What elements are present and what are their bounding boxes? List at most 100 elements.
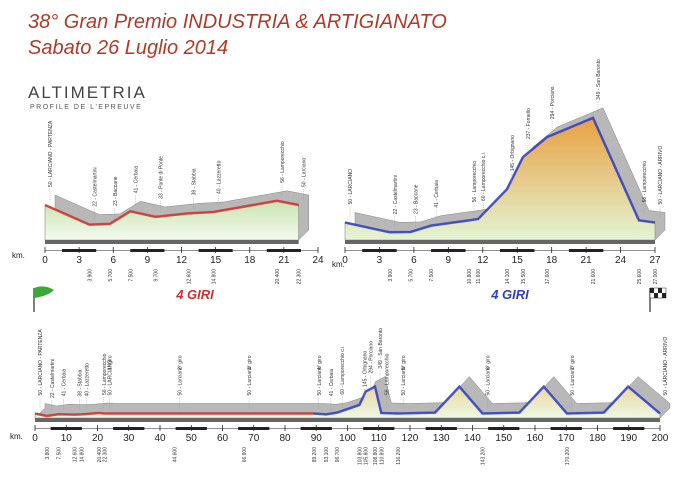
waypoint-label: 50 - Larciano [401,366,407,395]
distance-label: 15.500 [521,269,527,285]
distance-label: 25.600 [637,269,643,285]
distance-label: 7.500 [56,447,62,460]
section-title: ALTIMETRIA [28,83,147,102]
waypoint-label: 50 - Larciano [570,366,576,395]
waypoint-label: 50 - LARCIANO - ARRIVO [663,336,669,395]
lap-label: 6° giro [486,355,492,370]
x-tick-label: 60 [217,433,229,444]
waypoint-label: 38 - Stabbia [77,369,83,396]
distance-label: 20.400 [275,269,281,285]
x-tick-label: 24 [615,255,627,266]
x-tick-label: 18 [546,255,558,266]
x-tick-label: 15 [512,255,524,266]
distance-label: 108.800 [373,447,379,465]
x-tick-label: 150 [495,433,512,444]
section-subtitle: PROFILE DE L'EPREUVE [30,104,142,111]
x-tick-label: 80 [279,433,291,444]
x-axis-label: km. [10,432,23,441]
waypoint-label: 56 - Lamporecchio [102,353,108,395]
distance-label: 14.800 [211,269,217,285]
waypoint-label: 349 - San Baronto [378,328,384,369]
distance-label: 3.800 [45,447,51,460]
lap-label: 3° giro [247,355,253,370]
x-tick-label: 24 [312,255,324,266]
distance-label: 9.700 [153,269,159,282]
waypoint-label: 145 - Orbignano [510,135,516,171]
waypoint-label: 56 - Lamporecchio [472,161,478,203]
distance-label: 20.400 [97,447,103,463]
x-tick-label: 190 [620,433,637,444]
x-tick-label: 200 [652,433,669,444]
waypoint-label: 56 - Lamporecchio [642,161,648,203]
x-axis-label: km. [12,251,25,260]
lap-label: 2° giro [177,355,183,370]
waypoint-label: 50 - LARCIANO - ARRIVO [658,145,664,204]
waypoint-label: 41 - Cerbaia [434,180,440,208]
x-tick-label: 0 [342,255,348,266]
waypoint-label: 50 - LARCIANO - PARTENZA [38,329,44,396]
waypoint-label: 23 - Baccane [413,184,419,214]
x-tick-label: 6 [110,255,116,266]
distance-label: 7.500 [128,269,134,282]
waypoint-label: 22 - Castelmartini [393,175,399,214]
distance-label: 3.900 [87,269,93,282]
distance-label: 27.000 [653,269,659,285]
distance-label: 10.800 [467,269,473,285]
waypoint-label: 41 - Cerbaia [61,369,67,397]
distance-label: 116.200 [396,447,402,465]
waypoint-label: 60 - Lamporecchio c.i. [481,152,487,201]
waypoint-label: 50 - Larciano [317,366,323,395]
profile-base [45,240,299,244]
x-tick-label: 0 [32,433,38,444]
x-tick-label: 27 [649,255,661,266]
x-tick-label: 9 [145,255,151,266]
distance-label: 89.200 [312,447,318,463]
waypoint-label: 237 - Fornello [526,108,532,139]
x-tick-label: 3 [377,255,383,266]
distance-label: 5.700 [408,269,414,282]
lap-label: 1° giro [108,355,114,370]
x-tick-label: 6 [411,255,417,266]
distance-label: 170.200 [565,447,571,465]
profile-line [34,384,661,418]
distance-label: 7.500 [429,269,435,282]
x-tick-label: 3 [76,255,82,266]
waypoint-label: 22 - Castelmartini [92,167,98,206]
x-tick-label: 20 [92,433,104,444]
profile-line [44,199,299,226]
distance-label: 14.100 [505,269,511,285]
distance-label: 103.800 [357,447,363,465]
waypoint-label: 294 - Porciano [369,341,375,374]
waypoint-label: 56 - Lamporecchio [384,353,390,395]
x-tick-label: 9 [446,255,452,266]
x-tick-label: 10 [61,433,73,444]
x-tick-label: 160 [527,433,544,444]
x-tick-label: 30 [123,433,135,444]
waypoint-label: 294 - Porciano [550,86,556,119]
x-tick-label: 12 [176,255,188,266]
waypoint-label: 50 - Larciano [247,366,253,395]
x-tick-label: 12 [477,255,489,266]
waypoint-label: 41 - Cerbaia [329,369,335,397]
waypoint-label: 41 - Cerbaia [133,166,139,194]
lap-label: 4° giro [317,355,323,370]
waypoint-label: 50 - LARCIANO [348,169,354,205]
distance-label: 17.600 [545,269,551,285]
waypoint-label: 56 - Lamporecchio [280,141,286,183]
laps-title: 4 GIRI [175,287,214,302]
profile-line [344,116,656,234]
distance-label: 93.100 [324,447,330,463]
x-tick-label: 50 [186,433,198,444]
distance-label: 11.600 [476,269,482,284]
waypoint-label: 40 - Lazzeretto [84,363,90,397]
waypoint-label: 50 - LARCIANO - PARTENZA [48,120,54,187]
laps-title: 4 GIRI [490,287,529,302]
x-tick-label: 140 [464,433,481,444]
x-tick-label: 0 [42,255,48,266]
x-tick-label: 120 [402,433,419,444]
x-tick-label: 90 [311,433,323,444]
waypoint-label: 23 - Baccane [113,176,119,206]
x-tick-label: 18 [244,255,256,266]
lap-label: 5° giro [401,355,407,370]
